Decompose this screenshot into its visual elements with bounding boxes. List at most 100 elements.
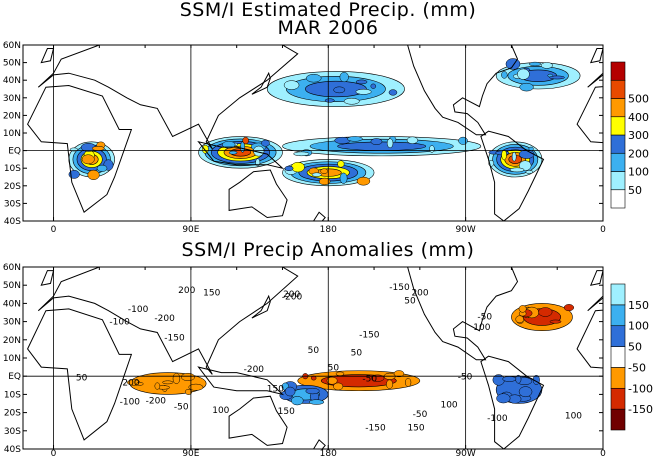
contour-patch (509, 167, 525, 173)
y-tick-label: 60N (3, 263, 21, 273)
contour-patch (517, 68, 530, 80)
contour-label: 150 (278, 407, 295, 417)
colorbar-label: -150 (628, 403, 653, 416)
colorbar-label: 200 (628, 147, 649, 160)
contour-patch (458, 136, 468, 145)
contour-patch (370, 138, 383, 145)
colorbar-swatch (610, 189, 626, 209)
y-tick-label: 50N (3, 281, 21, 291)
contour-patch (347, 136, 363, 142)
contour-label: -50 (362, 374, 377, 384)
colorbar-swatch (610, 152, 626, 172)
contour-label: -150 (164, 333, 185, 343)
contour-label: 200 (122, 379, 139, 389)
contour-patch (81, 154, 95, 165)
coastline (37, 267, 299, 375)
colorbar-swatch (610, 408, 626, 431)
coastline (27, 84, 133, 213)
contour-patch (172, 372, 181, 385)
contour-label: -200 (244, 365, 265, 375)
contour-patch (502, 376, 517, 382)
contour-label: -200 (282, 293, 303, 303)
feature-n-pacific-storm-track (266, 71, 405, 107)
feature-n-atlantic-dry (511, 303, 575, 331)
contour-label: 200 (283, 290, 300, 300)
y-tick-label: 20N (3, 336, 21, 346)
contour-patch (162, 380, 174, 385)
feature-spcz-wet (279, 381, 329, 406)
contour-patch (511, 151, 517, 162)
y-tick-label: 30N (3, 318, 21, 328)
colorbar-label: 300 (628, 129, 649, 142)
y-tick-label: 50N (3, 59, 21, 69)
contour-patch (242, 136, 249, 145)
coastline (312, 211, 326, 221)
contour-patch (310, 375, 317, 381)
contour-patch (284, 165, 294, 172)
coastline (407, 45, 519, 136)
contour-label: 100 (565, 412, 582, 422)
contour-label: 150 (407, 423, 424, 433)
contour-patch (326, 376, 338, 385)
contour-label: 50 (76, 374, 88, 384)
contour-patch (87, 169, 100, 180)
colorbar-label: 100 (628, 320, 649, 333)
colorbar-swatch (610, 387, 626, 410)
contour-patch (518, 149, 535, 159)
contour-label: -150 (359, 330, 380, 340)
contour-patch (496, 393, 511, 404)
contour-label: 50 (328, 364, 340, 374)
feature-amazon-mixed (492, 374, 543, 404)
contour-patch (386, 379, 394, 389)
gridlines (23, 267, 603, 449)
continent-outlines (27, 45, 603, 221)
coastline (197, 366, 285, 396)
contour-patch (318, 177, 331, 186)
colorbar-swatch (610, 171, 626, 191)
coastline (312, 439, 326, 449)
contour-patch (518, 305, 527, 313)
contour-patch (406, 136, 419, 144)
contour-patch (305, 73, 322, 83)
colorbar-label: 50 (628, 184, 642, 197)
colorbar-label: 50 (628, 341, 642, 354)
contour-patch (405, 377, 412, 387)
contour-patch (333, 382, 344, 391)
coastline (37, 45, 299, 150)
contour-label: 50 (351, 349, 363, 359)
contour-patch (324, 98, 335, 103)
colorbar-swatch (610, 79, 626, 99)
contour-patch (355, 88, 372, 95)
contour-label: -200 (154, 314, 175, 324)
contour-label: 200 (411, 288, 428, 298)
contour-patch (538, 307, 553, 317)
contour-patch (308, 399, 325, 405)
colorbar-swatch (610, 61, 626, 81)
contour-patch (255, 158, 261, 167)
y-tick-label: 30S (4, 199, 21, 209)
contour-patch (388, 89, 398, 96)
contour-patch (501, 149, 507, 161)
contour-patch (549, 319, 562, 324)
contour-patch (563, 304, 575, 312)
contour-patch (540, 62, 553, 69)
colorbar: 50 100 200 300 400 500 (610, 61, 649, 209)
contour-patch (222, 140, 236, 149)
contour-patch (228, 150, 238, 155)
contour-label: 200 (178, 286, 195, 296)
contour-patch (291, 161, 305, 173)
coastline (407, 267, 519, 361)
plot-background (23, 267, 603, 449)
coastline (228, 169, 288, 219)
contour-patch (515, 315, 524, 324)
y-tick-label: 40N (3, 299, 21, 309)
colorbar: -150 -100 -50 50 100 150 (610, 283, 653, 431)
x-tick-label: 0 (600, 225, 606, 235)
x-tick-label: 180 (320, 449, 337, 458)
y-tick-label: 30S (4, 427, 21, 437)
contour-patch (283, 80, 300, 90)
x-tick-label: 0 (600, 449, 606, 458)
colorbar-swatch (610, 134, 626, 154)
contour-label: -50 (174, 403, 189, 413)
